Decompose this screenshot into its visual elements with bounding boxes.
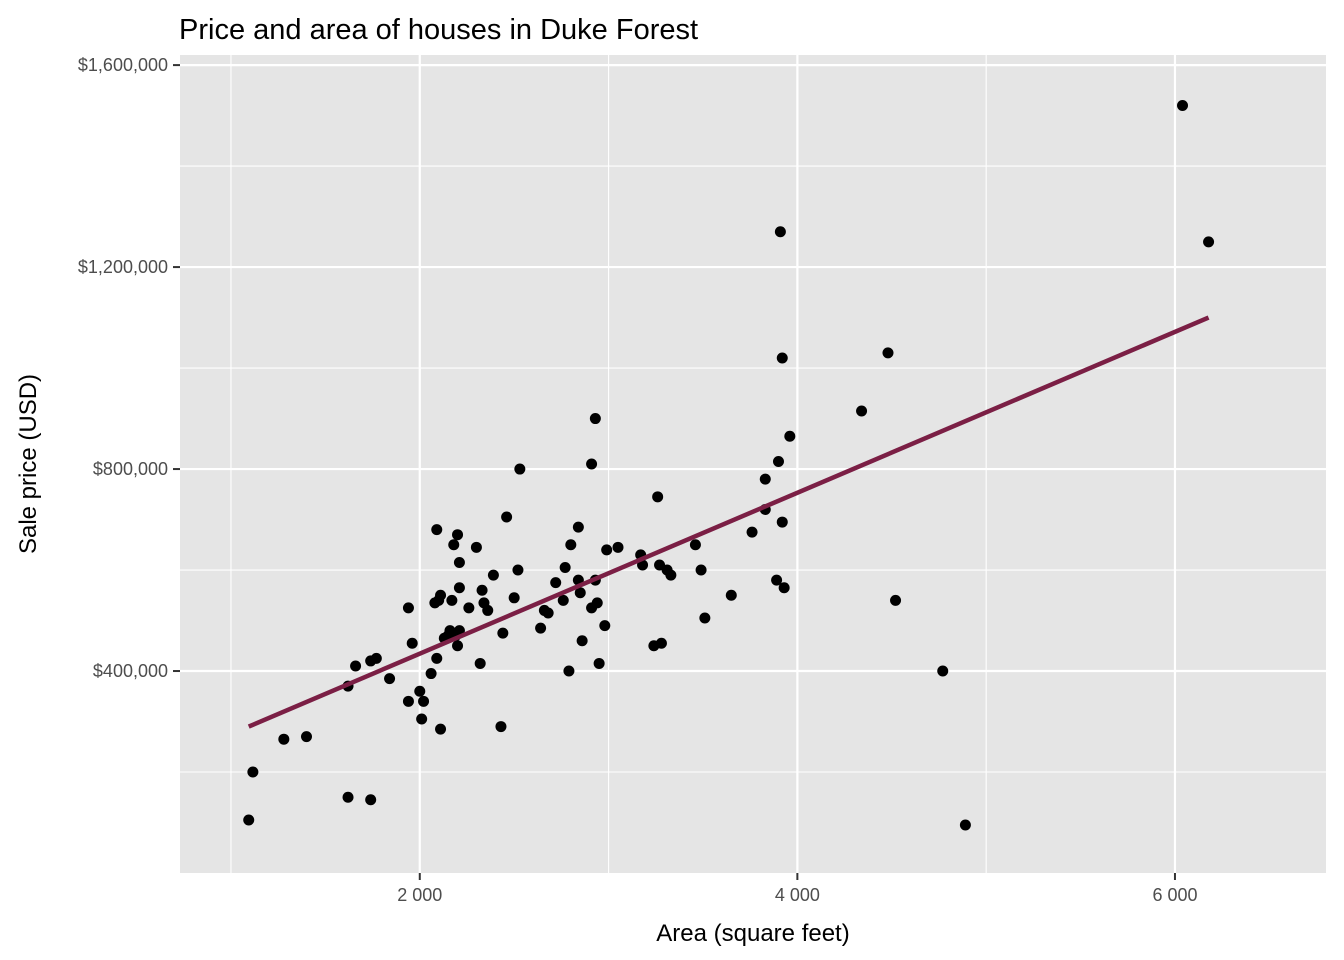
data-point: [771, 574, 783, 586]
data-point: [463, 602, 475, 614]
y-tick-label: $800,000: [93, 459, 168, 479]
data-point: [300, 731, 312, 743]
data-point: [453, 582, 465, 594]
data-point: [565, 539, 577, 551]
data-point: [557, 594, 569, 606]
minor-gridlines: [180, 55, 1326, 873]
data-point: [1203, 236, 1215, 248]
data-point: [759, 473, 771, 485]
x-axis: 2 000 4 000 6 000: [397, 873, 1197, 905]
data-point: [278, 733, 290, 745]
data-point: [435, 589, 447, 601]
data-point: [665, 569, 677, 581]
data-point: [414, 685, 426, 697]
data-point: [572, 521, 584, 533]
data-point: [350, 660, 362, 672]
data-point: [591, 597, 603, 609]
data-point: [746, 526, 758, 538]
data-point: [425, 668, 437, 680]
data-point: [550, 577, 562, 589]
data-point: [601, 544, 613, 556]
data-points: [243, 99, 1215, 831]
data-point: [501, 511, 513, 523]
y-tick-label: $400,000: [93, 661, 168, 681]
data-point: [699, 612, 711, 624]
y-axis: $400,000 $800,000 $1,200,000 $1,600,000: [78, 55, 180, 681]
data-point: [772, 455, 784, 467]
data-point: [535, 622, 547, 634]
y-tick-label: $1,200,000: [78, 257, 168, 277]
data-point: [559, 562, 571, 574]
data-point: [512, 564, 524, 576]
data-point: [612, 541, 624, 553]
data-point: [778, 582, 790, 594]
data-point: [784, 430, 796, 442]
data-point: [776, 352, 788, 364]
data-point: [416, 713, 428, 725]
data-point: [514, 463, 526, 475]
data-point: [402, 695, 414, 707]
data-point: [890, 594, 902, 606]
data-point: [725, 589, 737, 601]
data-point: [384, 673, 396, 685]
data-point: [431, 524, 443, 536]
fit-line: [247, 315, 1210, 729]
data-point: [655, 637, 667, 649]
y-tick-label: $1,600,000: [78, 55, 168, 75]
fit-line-group: [247, 315, 1210, 729]
data-point: [586, 458, 598, 470]
data-point: [593, 657, 605, 669]
data-point: [482, 604, 494, 616]
plot-panel: [180, 55, 1326, 873]
data-point: [937, 665, 949, 677]
data-point: [418, 695, 430, 707]
data-point: [563, 665, 575, 677]
data-point: [495, 721, 507, 733]
data-point: [247, 766, 259, 778]
data-point: [1177, 99, 1189, 111]
data-point: [402, 602, 414, 614]
data-point: [452, 529, 464, 541]
data-point: [856, 405, 868, 417]
data-point: [446, 594, 458, 606]
data-point: [365, 794, 377, 806]
data-point: [576, 635, 588, 647]
data-point: [599, 620, 611, 632]
data-point: [542, 607, 554, 619]
x-axis-title: Area (square feet): [656, 920, 849, 947]
data-point: [453, 556, 465, 568]
data-point: [370, 652, 382, 664]
x-tick-label: 4 000: [775, 885, 820, 905]
data-point: [776, 516, 788, 528]
data-point: [452, 640, 464, 652]
data-point: [470, 541, 482, 553]
data-point: [487, 569, 499, 581]
y-axis-title: Sale price (USD): [15, 374, 42, 554]
data-point: [689, 539, 701, 551]
data-point: [882, 347, 894, 359]
data-point: [476, 584, 488, 596]
data-point: [431, 652, 443, 664]
chart-title: Price and area of houses in Duke Forest: [179, 14, 698, 46]
data-point: [342, 791, 354, 803]
data-point: [574, 587, 586, 599]
x-tick-label: 6 000: [1152, 885, 1197, 905]
data-point: [474, 657, 486, 669]
data-point: [959, 819, 971, 831]
data-point: [589, 413, 601, 425]
data-point: [774, 226, 786, 238]
data-point: [508, 592, 520, 604]
data-point: [497, 627, 509, 639]
data-point: [435, 723, 447, 735]
data-point: [695, 564, 707, 576]
data-point: [448, 539, 460, 551]
major-gridlines: [180, 55, 1326, 873]
data-point: [652, 491, 664, 503]
data-point: [406, 637, 418, 649]
data-point: [243, 814, 255, 826]
x-tick-label: 2 000: [397, 885, 442, 905]
